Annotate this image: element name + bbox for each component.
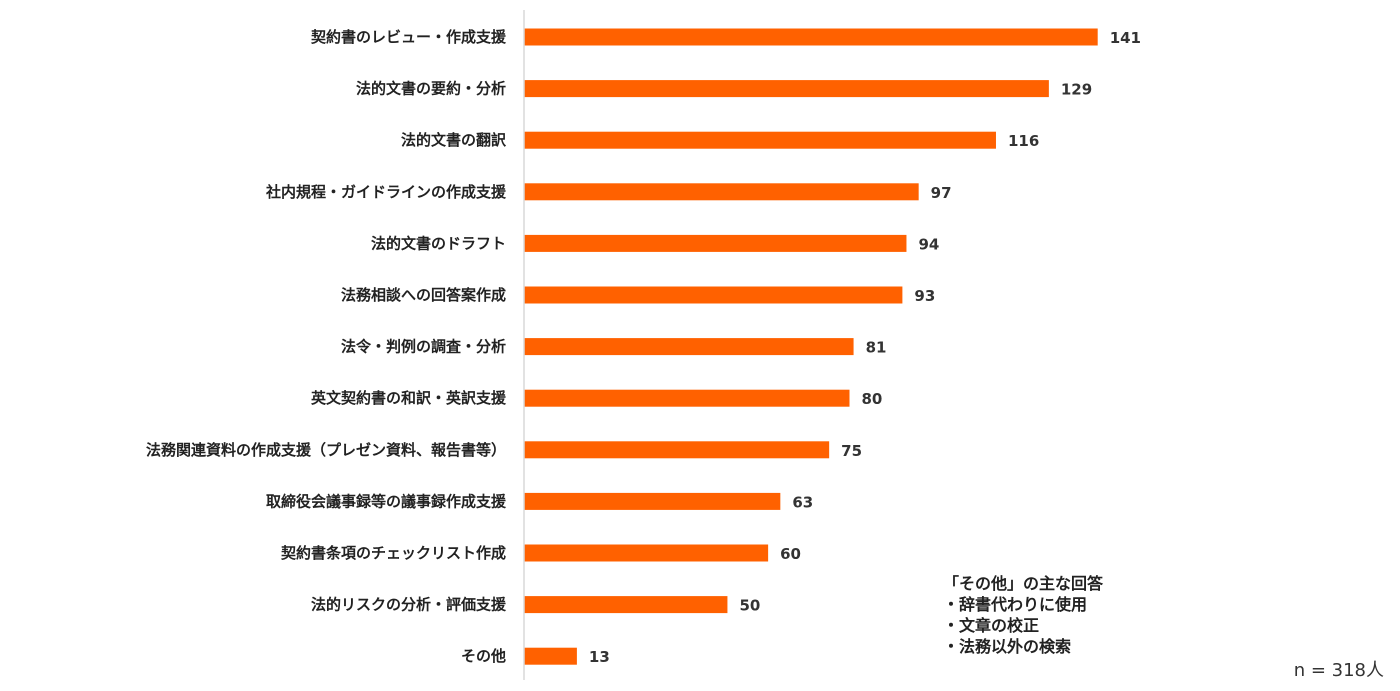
category-label: 法的リスクの分析・評価支援 (311, 596, 507, 614)
category-label: 法令・判例の調査・分析 (341, 338, 506, 356)
category-label: 契約書条項のチェックリスト作成 (280, 544, 506, 562)
bar (524, 286, 903, 304)
category-label: 社内規程・ガイドラインの作成支援 (265, 183, 507, 201)
note-title: 「その他」の主な回答 (943, 574, 1104, 593)
bar (524, 596, 728, 614)
data-label: 129 (1061, 81, 1092, 99)
bar (524, 647, 577, 665)
data-label: 116 (1008, 132, 1039, 150)
bar (524, 389, 850, 407)
category-label: 法務相談への回答案作成 (341, 286, 506, 304)
data-label: 63 (792, 493, 813, 511)
data-label: 50 (739, 597, 760, 615)
category-label: 法務関連資料の作成支援（プレゼン資料、報告書等） (146, 441, 506, 459)
data-label: 81 (866, 339, 887, 357)
bar (524, 28, 1098, 46)
bar (524, 492, 781, 510)
category-label: 取締役会議事録等の議事録作成支援 (266, 492, 507, 510)
data-label: 80 (862, 390, 883, 408)
note-item: ・辞書代わりに使用 (943, 595, 1088, 614)
sample-size-label: n = 318人 (1293, 660, 1384, 681)
data-label: 13 (589, 648, 610, 666)
bar (524, 183, 919, 201)
data-label: 94 (918, 235, 939, 253)
category-label: 契約書のレビュー・作成支援 (310, 28, 507, 46)
category-label: 法的文書のドラフト (371, 234, 506, 252)
bar (524, 80, 1049, 98)
category-label: その他 (461, 647, 506, 665)
data-label: 141 (1110, 29, 1141, 47)
note-item: ・文章の校正 (943, 616, 1040, 635)
bar (524, 338, 854, 356)
data-label: 93 (914, 287, 935, 305)
data-label: 75 (841, 442, 862, 460)
bar (524, 544, 769, 562)
bar (524, 441, 830, 459)
other-answers-note: 「その他」の主な回答 ・辞書代わりに使用 ・文章の校正 ・法務以外の検索 (943, 573, 1103, 657)
category-label: 法的文書の翻訳 (401, 131, 507, 149)
category-label: 法的文書の要約・分析 (356, 80, 506, 98)
category-label: 英文契約書の和訳・英訳支援 (311, 389, 507, 407)
note-item: ・法務以外の検索 (943, 637, 1072, 656)
bar (524, 234, 907, 252)
bar (524, 131, 996, 149)
data-label: 97 (931, 184, 952, 202)
data-label: 60 (780, 545, 801, 563)
